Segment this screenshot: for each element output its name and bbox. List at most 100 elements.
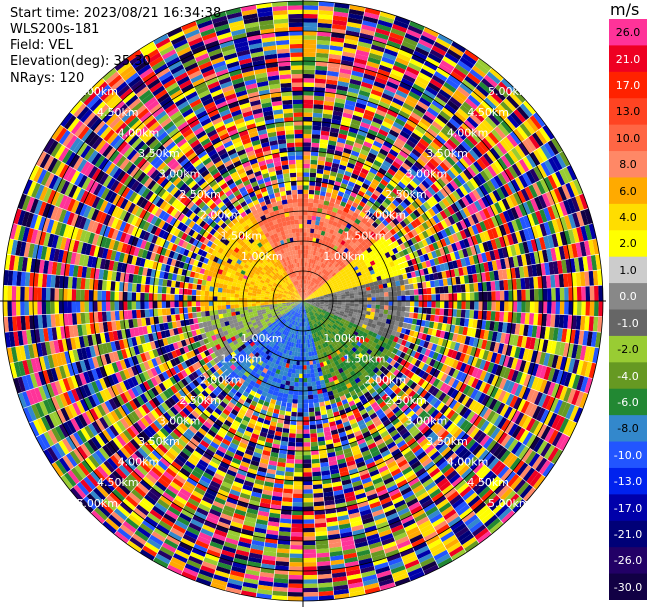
velocity-gate xyxy=(315,238,320,243)
velocity-gate xyxy=(324,271,329,276)
velocity-gate xyxy=(372,36,388,45)
velocity-gate xyxy=(379,60,394,69)
velocity-gate xyxy=(452,132,464,144)
velocity-gate xyxy=(474,291,479,301)
velocity-gate xyxy=(547,301,552,314)
velocity-gate xyxy=(308,411,316,417)
velocity-gate xyxy=(401,306,406,312)
velocity-gate xyxy=(349,303,355,307)
velocity-gate xyxy=(314,74,327,80)
velocity-gate xyxy=(317,229,322,235)
velocity-gate xyxy=(305,258,308,263)
velocity-gate xyxy=(382,140,393,149)
velocity-gate xyxy=(487,301,492,311)
velocity-gate xyxy=(305,279,308,285)
velocity-gate xyxy=(387,76,401,86)
velocity-gate xyxy=(321,279,326,284)
velocity-gate xyxy=(294,382,299,387)
velocity-gate xyxy=(321,117,332,124)
velocity-gate xyxy=(412,128,424,138)
velocity-gate xyxy=(303,297,306,301)
velocity-gate xyxy=(439,110,452,122)
velocity-gate xyxy=(304,279,307,285)
velocity-gate xyxy=(318,151,327,158)
velocity-gate xyxy=(349,154,359,161)
velocity-gate xyxy=(344,104,356,111)
velocity-gate xyxy=(448,44,465,57)
velocity-gate xyxy=(388,129,400,138)
velocity-gate xyxy=(319,195,326,201)
velocity-gate xyxy=(414,294,419,301)
velocity-gate xyxy=(285,463,295,468)
velocity-gate xyxy=(378,15,395,24)
velocity-gate xyxy=(303,292,305,297)
velocity-gate xyxy=(424,110,437,121)
velocity-gate xyxy=(394,184,404,193)
velocity-gate xyxy=(333,102,345,109)
velocity-gate xyxy=(313,95,325,101)
velocity-gate xyxy=(418,38,434,49)
velocity-gate xyxy=(392,296,398,301)
velocity-gate xyxy=(303,211,308,216)
velocity-gate xyxy=(382,52,397,61)
velocity-gate xyxy=(319,272,324,277)
velocity-gate xyxy=(465,309,470,319)
velocity-gate xyxy=(299,373,303,379)
velocity-gate xyxy=(354,53,369,61)
velocity-gate xyxy=(345,25,361,33)
velocity-gate xyxy=(336,141,346,148)
ray-separator xyxy=(329,11,381,203)
velocity-gate xyxy=(469,292,475,301)
velocity-gate xyxy=(429,78,444,89)
velocity-gate xyxy=(303,146,312,152)
velocity-gate xyxy=(315,380,321,386)
velocity-gate xyxy=(499,290,505,301)
ray-separator xyxy=(334,15,396,205)
velocity-gate xyxy=(412,176,422,186)
velocity-gate xyxy=(361,182,370,190)
velocity-gate xyxy=(419,68,434,79)
velocity-gate xyxy=(307,211,313,216)
velocity-gate xyxy=(336,137,347,144)
velocity-gate xyxy=(367,152,377,160)
velocity-gate xyxy=(358,89,371,98)
velocity-gate xyxy=(418,96,432,107)
velocity-gate xyxy=(415,75,430,86)
velocity-gate xyxy=(388,148,399,158)
velocity-gate xyxy=(294,463,303,469)
velocity-gate xyxy=(414,173,425,183)
velocity-gate xyxy=(303,378,308,383)
velocity-gate xyxy=(364,7,381,16)
velocity-gate xyxy=(370,193,379,201)
velocity-gate xyxy=(435,67,451,79)
ray-separator xyxy=(313,2,335,200)
velocity-gate xyxy=(286,458,295,464)
velocity-gate xyxy=(469,113,482,126)
velocity-gate xyxy=(316,31,332,37)
velocity-gate xyxy=(303,249,306,254)
velocity-gate xyxy=(396,290,402,297)
velocity-gate xyxy=(326,70,340,77)
velocity-gate xyxy=(329,127,340,134)
velocity-gate xyxy=(589,285,595,301)
velocity-gate xyxy=(403,186,413,195)
velocity-gate xyxy=(483,74,498,88)
velocity-gate xyxy=(323,165,332,171)
velocity-gate xyxy=(369,167,378,175)
velocity-gate xyxy=(413,306,419,314)
velocity-gate xyxy=(478,81,493,94)
velocity-gate xyxy=(292,399,298,404)
velocity-gate xyxy=(324,276,329,281)
velocity-gate xyxy=(325,227,331,233)
velocity-gate xyxy=(345,95,358,103)
velocity-gate xyxy=(383,309,389,315)
velocity-gate xyxy=(312,117,323,122)
velocity-gate xyxy=(304,293,307,298)
velocity-gate xyxy=(528,276,535,290)
velocity-gate xyxy=(414,104,427,115)
velocity-gate xyxy=(373,113,385,121)
velocity-gate xyxy=(399,130,411,140)
velocity-gate xyxy=(363,214,371,222)
velocity-gate xyxy=(315,52,329,59)
velocity-gate xyxy=(305,294,310,298)
